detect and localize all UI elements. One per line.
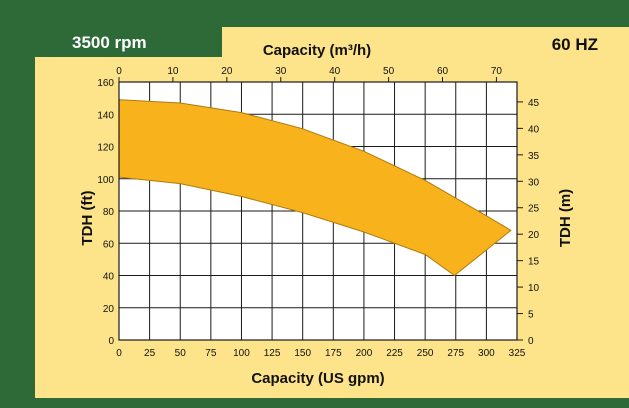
x-tick-label-gpm: 200 (356, 348, 373, 359)
x-tick-label-m3h: 0 (116, 66, 122, 77)
y-tick-label-ft: 0 (108, 336, 114, 347)
bottom-axis-title: Capacity (US gpm) (251, 370, 384, 387)
x-tick-label-m3h: 50 (383, 66, 395, 77)
x-tick-label-gpm: 275 (447, 348, 464, 359)
y-tick-label-ft: 100 (97, 175, 114, 186)
x-tick-label-m3h: 70 (491, 66, 503, 77)
top-axis-title: Capacity (m³/h) (263, 42, 371, 59)
y-tick-label-ft: 80 (103, 207, 115, 218)
y-tick-label-m: 20 (528, 230, 540, 241)
x-tick-label-gpm: 175 (325, 348, 342, 359)
x-tick-label-gpm: 300 (478, 348, 495, 359)
x-tick-label-gpm: 100 (233, 348, 250, 359)
y-tick-label-m: 0 (528, 336, 534, 347)
frequency-label: 60 HZ (552, 35, 598, 54)
y-tick-label-ft: 120 (97, 143, 114, 154)
left-axis-title: TDH (ft) (79, 191, 96, 246)
y-tick-label-ft: 40 (103, 272, 115, 283)
rpm-label: 3500 rpm (72, 33, 147, 52)
x-tick-label-gpm: 50 (175, 348, 187, 359)
y-tick-label-ft: 20 (103, 304, 115, 315)
y-tick-label-m: 15 (528, 257, 540, 268)
y-tick-label-ft: 140 (97, 110, 114, 121)
x-tick-label-m3h: 40 (329, 66, 341, 77)
performance-band (118, 99, 512, 277)
tick-labels: 0 25 50 75 100 125 150 175 200 225 250 275 300 325020… (97, 66, 539, 359)
y-tick-label-ft: 160 (97, 78, 114, 89)
x-tick-label-gpm: 0 (116, 348, 122, 359)
y-tick-label-m: 25 (528, 204, 540, 215)
y-tick-label-m: 5 (528, 310, 534, 321)
right-axis-title: TDH (m) (557, 189, 574, 247)
y-tick-label-m: 30 (528, 177, 540, 188)
x-tick-label-gpm: 25 (144, 348, 156, 359)
x-tick-label-m3h: 30 (275, 66, 287, 77)
y-tick-label-m: 35 (528, 151, 540, 162)
x-tick-label-gpm: 325 (509, 348, 526, 359)
y-tick-label-m: 10 (528, 283, 540, 294)
x-tick-label-gpm: 150 (294, 348, 311, 359)
x-tick-label-gpm: 250 (417, 348, 434, 359)
plot-frame (118, 81, 518, 341)
x-tick-label-m3h: 20 (221, 66, 233, 77)
x-tick-label-m3h: 10 (167, 66, 179, 77)
y-tick-label-m: 45 (528, 98, 540, 109)
y-tick-label-m: 40 (528, 124, 540, 135)
x-tick-label-gpm: 75 (205, 348, 217, 359)
x-tick-label-m3h: 60 (437, 66, 449, 77)
y-tick-label-ft: 60 (103, 239, 115, 250)
x-tick-label-gpm: 125 (264, 348, 281, 359)
x-tick-label-gpm: 225 (386, 348, 403, 359)
